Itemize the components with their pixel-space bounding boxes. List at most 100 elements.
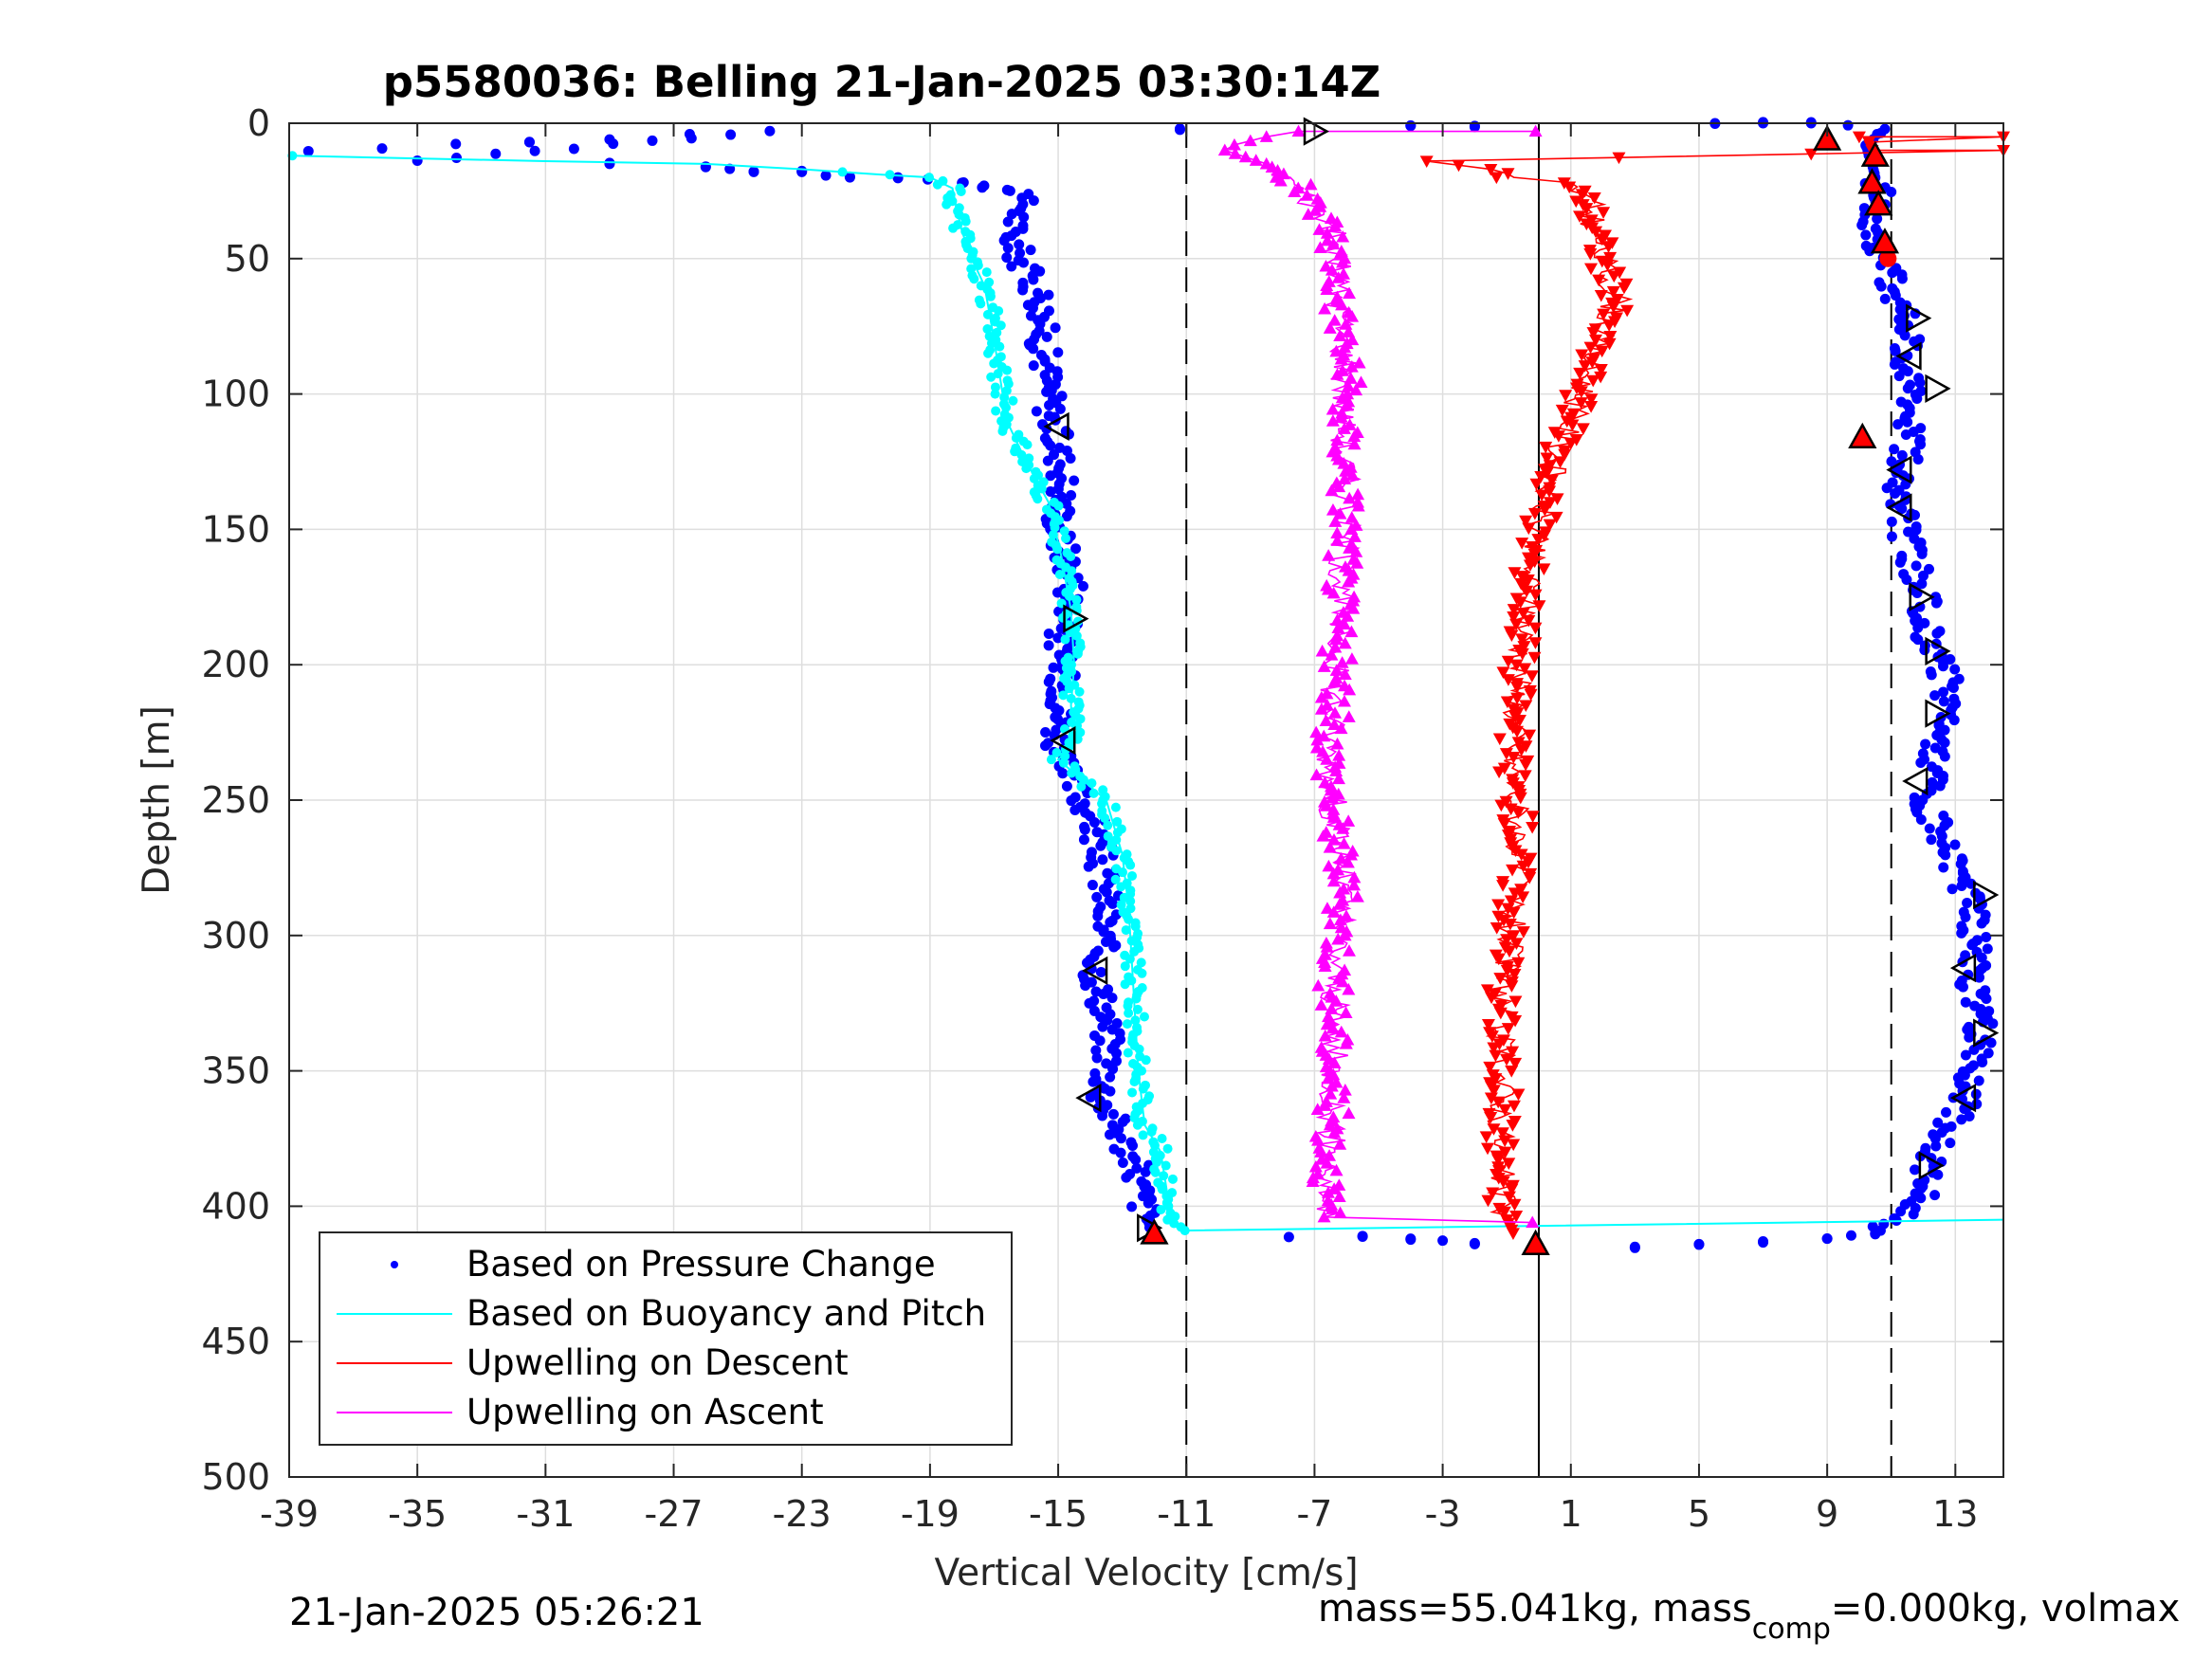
x-tick-label: -7	[1296, 1493, 1332, 1535]
data-point	[1606, 301, 1620, 314]
data-point	[1041, 331, 1052, 342]
data-point	[1484, 1111, 1498, 1124]
data-point	[1061, 511, 1072, 522]
data-point	[1313, 241, 1327, 253]
open-triangle-marker	[1886, 493, 1912, 522]
data-point	[1329, 344, 1344, 357]
x-tick-label: 1	[1560, 1493, 1582, 1535]
data-point	[1496, 880, 1510, 892]
data-point	[1501, 1023, 1515, 1035]
data-point	[1124, 914, 1134, 924]
data-point	[1535, 489, 1549, 502]
data-point	[1617, 282, 1631, 295]
data-point	[1528, 622, 1543, 635]
data-point	[1337, 457, 1351, 469]
data-point	[1521, 574, 1535, 587]
data-point	[1157, 1184, 1167, 1194]
data-point	[1107, 1064, 1119, 1075]
x-tick-label: -31	[516, 1493, 575, 1535]
data-point	[1259, 130, 1273, 142]
data-point	[1017, 284, 1029, 296]
data-point	[1594, 289, 1608, 302]
data-point	[1516, 860, 1530, 873]
data-point	[1758, 117, 1769, 128]
marker-layer	[1043, 117, 2000, 1256]
data-point	[1505, 629, 1519, 643]
data-point	[1320, 753, 1334, 765]
data-point	[993, 369, 1003, 379]
data-point	[1338, 1084, 1352, 1096]
data-point	[1576, 423, 1590, 435]
x-axis-label: Vertical Velocity [cm/s]	[934, 1552, 1358, 1595]
data-point	[1306, 1175, 1320, 1188]
data-point	[1516, 926, 1530, 939]
data-point	[1342, 379, 1356, 392]
data-point	[1338, 340, 1352, 354]
open-triangle-marker	[1050, 726, 1076, 756]
data-point	[1949, 664, 1961, 675]
data-point	[1551, 430, 1565, 443]
data-point	[1509, 659, 1524, 672]
data-point	[1326, 874, 1341, 887]
data-point	[1162, 1143, 1173, 1154]
data-point	[1507, 751, 1521, 764]
data-point	[1108, 941, 1120, 953]
data-point	[1311, 1134, 1325, 1146]
data-point	[1510, 692, 1525, 705]
data-point	[1540, 467, 1554, 480]
data-point	[1342, 710, 1356, 722]
data-point	[1125, 903, 1136, 914]
data-point	[1887, 283, 1898, 294]
data-point	[1174, 124, 1185, 136]
data-point	[1886, 456, 1897, 467]
data-point	[1344, 511, 1359, 523]
data-point	[1479, 1131, 1493, 1143]
data-point	[1489, 1049, 1503, 1063]
data-point	[1758, 1237, 1769, 1249]
data-point	[1529, 478, 1544, 491]
data-point	[1097, 1021, 1108, 1032]
y-tick-label: 50	[225, 238, 270, 280]
data-point	[1325, 1202, 1339, 1214]
data-point	[1116, 882, 1126, 892]
data-point	[1011, 433, 1021, 444]
chart-title: p5580036: Belling 21-Jan-2025 03:30:14Z	[383, 57, 1381, 107]
data-point	[1039, 740, 1051, 752]
data-point	[1910, 560, 1922, 572]
data-point	[1344, 360, 1359, 373]
data-point	[1336, 229, 1350, 243]
open-triangle-marker	[1063, 604, 1089, 633]
data-point	[1982, 943, 1993, 955]
data-point	[1896, 550, 1908, 561]
data-point	[1334, 721, 1348, 735]
data-point	[1437, 1235, 1449, 1247]
data-point	[1964, 1111, 1975, 1122]
data-point	[1960, 950, 1971, 961]
data-point	[1506, 1046, 1520, 1059]
data-point	[924, 173, 935, 183]
data-point	[1938, 862, 1949, 873]
data-point	[1973, 1075, 1984, 1086]
data-point	[1314, 998, 1328, 1011]
data-point	[1563, 437, 1578, 450]
data-point	[1534, 470, 1548, 483]
data-point	[1574, 397, 1588, 410]
data-point	[1487, 1042, 1501, 1055]
data-point	[1074, 686, 1085, 697]
data-point	[1336, 822, 1350, 834]
data-point	[1052, 632, 1064, 644]
data-point	[1350, 556, 1364, 569]
data-point	[1317, 660, 1331, 672]
legend-marker-pressure	[391, 1261, 398, 1268]
data-point	[1513, 792, 1527, 805]
data-point	[1498, 1146, 1512, 1159]
data-point	[990, 389, 1000, 399]
red-triangle-marker	[1864, 190, 1893, 216]
data-point	[523, 137, 535, 148]
x-tick-label: -39	[260, 1493, 319, 1535]
data-point	[1597, 308, 1611, 321]
data-point	[1132, 1120, 1143, 1130]
data-point	[1545, 474, 1559, 487]
data-point	[1889, 343, 1900, 355]
data-point	[1895, 396, 1907, 408]
